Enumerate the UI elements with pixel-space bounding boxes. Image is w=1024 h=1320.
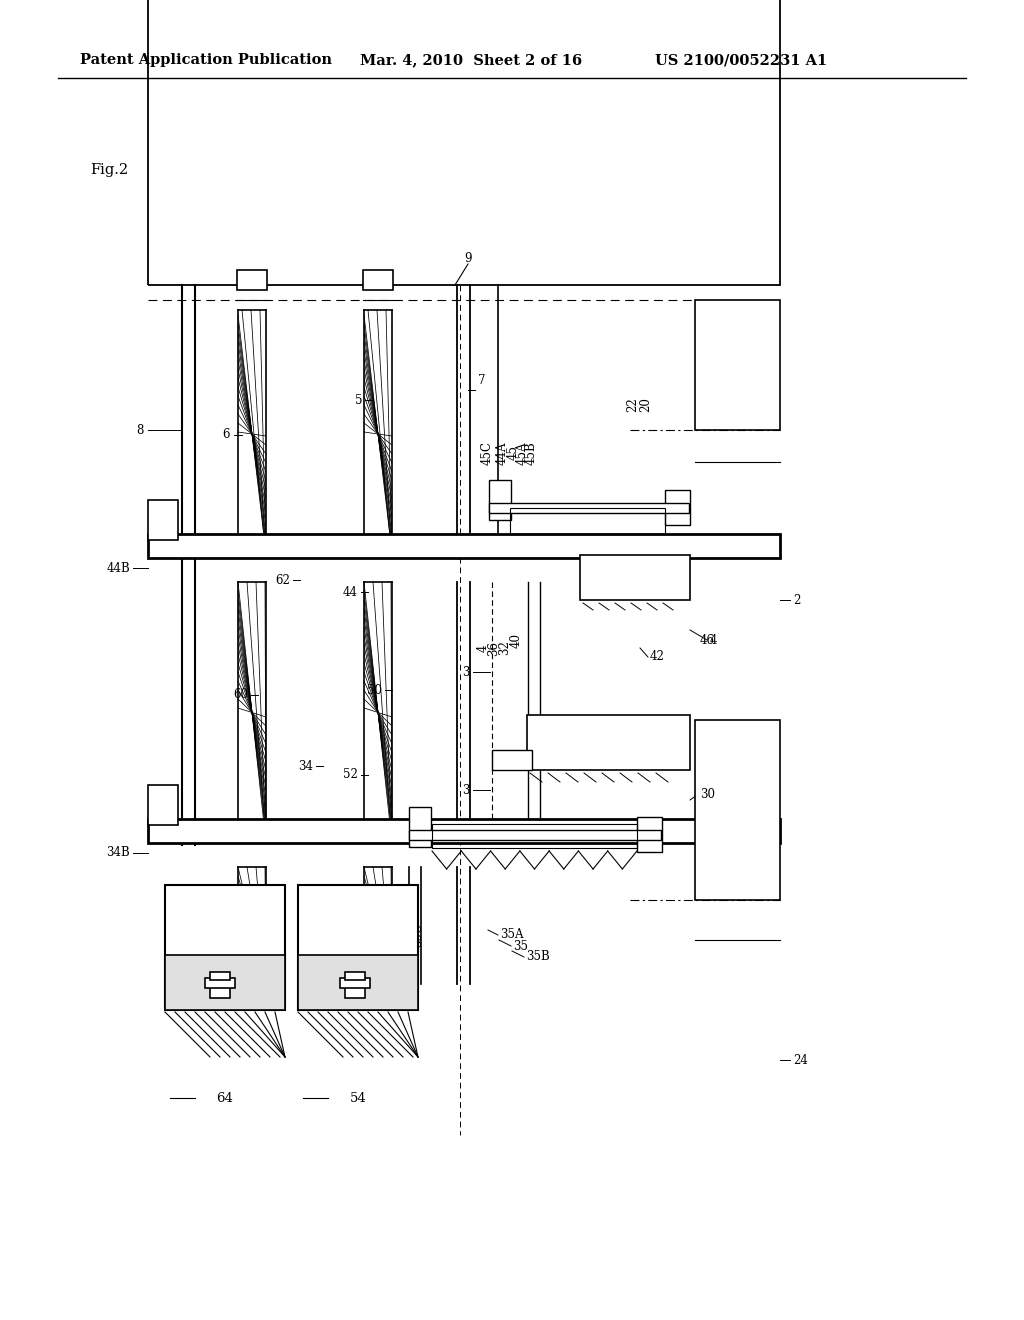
Bar [409,807,431,847]
Bar [492,750,532,770]
Bar [148,785,178,825]
Text: 9: 9 [464,252,472,264]
Text: 32: 32 [499,640,512,656]
Text: 5: 5 [354,393,362,407]
Bar [345,972,365,979]
Bar [510,508,665,535]
Text: 30: 30 [700,788,715,801]
Bar [489,503,689,513]
Bar [362,271,393,290]
Text: 34B: 34B [106,846,130,859]
Bar [489,480,511,520]
Text: US 2100/0052231 A1: US 2100/0052231 A1 [655,53,827,67]
Text: 35B: 35B [526,950,550,964]
Text: 3: 3 [463,784,470,796]
Bar [148,500,178,540]
Bar [345,986,365,998]
Text: 46: 46 [700,634,715,647]
Text: Fig.2: Fig.2 [90,162,128,177]
Text: 45C: 45C [480,441,494,465]
Bar [165,954,285,1010]
Text: 45: 45 [507,446,519,461]
Text: 45A: 45A [515,441,528,465]
Text: 7: 7 [478,374,485,387]
Bar [148,818,780,843]
Text: 34A: 34A [398,923,412,946]
Text: 60: 60 [233,689,248,701]
Text: 4: 4 [710,634,718,647]
Text: 42: 42 [650,651,665,664]
Bar [205,978,234,987]
Text: 64: 64 [216,1092,233,1105]
Bar [237,271,267,290]
Text: 22: 22 [627,397,640,412]
Bar [298,954,418,1010]
Text: 35C: 35C [412,923,425,946]
Bar [527,715,690,770]
Bar [210,972,230,979]
Bar [364,966,392,983]
Text: 52: 52 [343,768,358,781]
Text: Patent Application Publication: Patent Application Publication [80,53,332,67]
Text: 34: 34 [298,759,313,772]
Text: 6: 6 [222,429,230,441]
Bar [580,554,690,601]
Text: 3: 3 [463,665,470,678]
Bar [165,884,285,1010]
Text: 44A: 44A [496,441,509,465]
Text: Mar. 4, 2010  Sheet 2 of 16: Mar. 4, 2010 Sheet 2 of 16 [360,53,582,67]
Text: 62: 62 [275,573,290,586]
Text: 45B: 45B [524,441,538,465]
Bar [238,966,266,983]
Text: 40: 40 [510,632,522,648]
Text: 4: 4 [476,644,489,652]
Text: 24: 24 [793,1053,808,1067]
Bar [695,300,780,430]
Text: 44B: 44B [106,561,130,574]
Bar [298,884,418,1010]
Text: 2: 2 [793,594,801,606]
Bar [665,490,690,525]
Bar [432,824,637,847]
Bar [409,830,662,840]
Bar [210,986,230,998]
Text: 50: 50 [367,684,382,697]
Text: 36: 36 [487,640,501,656]
Bar [695,719,780,900]
Bar [340,978,370,987]
Bar [637,817,662,851]
Bar [148,0,780,285]
Text: 35A: 35A [500,928,523,941]
Text: 44: 44 [343,586,358,598]
Text: 20: 20 [640,397,652,412]
Bar [148,535,780,558]
Text: 54: 54 [349,1092,367,1105]
Text: 35: 35 [513,940,528,953]
Text: 8: 8 [136,424,144,437]
